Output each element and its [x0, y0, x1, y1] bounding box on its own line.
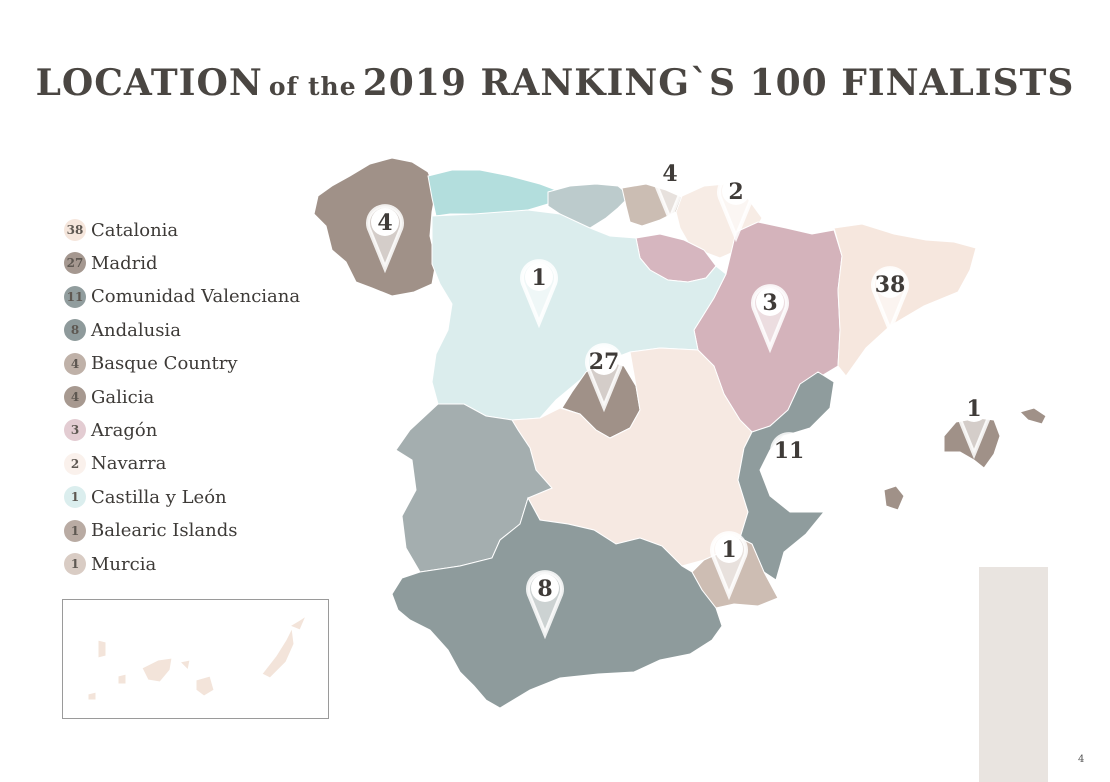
legend-item: 2 Navarra: [64, 452, 166, 476]
legend-item: 27 Madrid: [64, 251, 158, 275]
region-comunidad-valenciana: [737, 371, 835, 581]
region-canary-islands: [178, 659, 191, 672]
title-part-3: 2019 RANKING`S 100 FINALISTS: [362, 62, 1075, 104]
legend-count-badge: 27: [64, 252, 86, 275]
map-pin: 4: [366, 204, 404, 274]
title-part-1: LOCATION: [35, 62, 263, 104]
pin-inner-circle: [656, 159, 684, 187]
pin-inner-circle: [775, 436, 803, 464]
legend-item: 11 Comunidad Valenciana: [64, 285, 300, 309]
region-canary-islands: [141, 657, 173, 683]
legend-label: Aragón: [91, 419, 158, 441]
pin-inner-circle: [756, 288, 784, 316]
pin-label: 1: [531, 265, 546, 291]
pin-label: 4: [662, 161, 677, 187]
title-part-2: of the: [268, 72, 357, 101]
pin-label: 4: [377, 210, 392, 236]
legend-label: Catalonia: [91, 219, 179, 241]
legend-label: Navarra: [91, 453, 167, 475]
legend-item: 1 Castilla y León: [64, 485, 227, 509]
legend-label: Castilla y León: [91, 486, 227, 508]
legend-count-badge: 8: [64, 319, 86, 342]
region-canary-islands: [117, 673, 127, 685]
legend-item: 38 Catalonia: [64, 218, 178, 242]
pin-label: 27: [589, 349, 620, 375]
region-asturias: [427, 169, 557, 217]
pin-label: 38: [875, 272, 906, 298]
pin-inner-circle: [531, 574, 559, 602]
legend-count-badge: 3: [64, 419, 86, 442]
legend-label: Murcia: [91, 553, 157, 575]
map-pin: 1: [955, 390, 993, 460]
legend-item: 3 Aragón: [64, 418, 157, 442]
legend-label: Basque Country: [91, 353, 238, 375]
pin-inner-circle: [876, 270, 904, 298]
pin-inner-circle: [722, 177, 750, 205]
legend-item: 1 Balearic Islands: [64, 519, 237, 543]
region-cantabria: [547, 183, 631, 229]
legend-label: Andalusia: [91, 319, 181, 341]
map-pin: 11: [770, 432, 808, 502]
legend-count-badge: 1: [64, 519, 86, 542]
region-balearic-islands: [883, 485, 905, 511]
map-pin: 38: [871, 266, 909, 336]
map-pin: 1: [710, 531, 748, 601]
legend-item: 4 Basque Country: [64, 352, 238, 376]
region-canary-islands: [288, 614, 308, 631]
legend-label: Balearic Islands: [91, 520, 238, 542]
legend-item: 1 Murcia: [64, 552, 156, 576]
legend-count-badge: 1: [64, 486, 86, 509]
page-title: LOCATION of the 2019 RANKING`S 100 FINAL…: [0, 62, 1110, 104]
pin-inner-circle: [590, 347, 618, 375]
canary-islands-inset: [62, 599, 329, 719]
region-canary-islands: [87, 691, 97, 701]
pin-label: 3: [762, 290, 777, 316]
region-catalonia: [833, 223, 977, 377]
legend-label: Comunidad Valenciana: [91, 286, 301, 308]
legend-count-badge: 11: [64, 285, 86, 308]
map-pin: 3: [751, 284, 789, 354]
pin-label: 2: [728, 179, 743, 205]
pin-inner-circle: [371, 208, 399, 236]
pin-label: 8: [537, 576, 552, 602]
legend-count-badge: 2: [64, 452, 86, 475]
legend-item: 8 Andalusia: [64, 318, 181, 342]
decorative-side-bar: [979, 567, 1048, 782]
legend-item: 4 Galicia: [64, 385, 154, 409]
map-pin: 1: [520, 259, 558, 329]
legend-count-badge: 4: [64, 352, 86, 375]
map-pin: 27: [585, 343, 623, 413]
legend-count-badge: 4: [64, 386, 86, 408]
pin-label: 11: [774, 438, 805, 464]
legend-label: Galicia: [91, 386, 155, 408]
region-canary-islands: [97, 639, 107, 659]
region-canary-islands: [195, 675, 215, 697]
page-number: 4: [1078, 754, 1085, 765]
region-balearic-islands: [1019, 407, 1047, 425]
map-pin: 4: [651, 155, 689, 225]
legend-label: Madrid: [91, 252, 158, 274]
pin-inner-circle: [960, 394, 988, 422]
pin-label: 1: [966, 396, 981, 422]
pin-label: 1: [721, 537, 736, 563]
pin-inner-circle: [715, 535, 743, 563]
region-canary-islands: [261, 626, 295, 679]
legend-count-badge: 1: [64, 553, 86, 575]
pin-inner-circle: [525, 263, 553, 291]
map-pin: 2: [717, 173, 755, 243]
legend-count-badge: 38: [64, 219, 86, 241]
map-pin: 8: [526, 570, 564, 640]
